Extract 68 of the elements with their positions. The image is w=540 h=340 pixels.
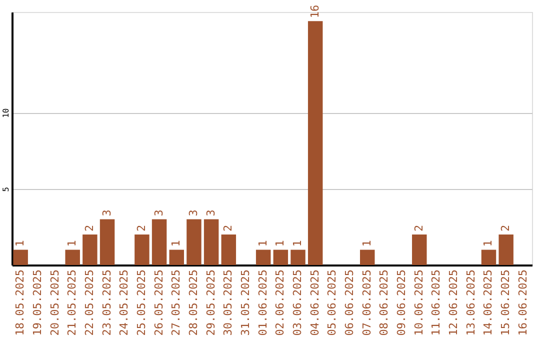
bar (152, 219, 167, 265)
bar (273, 250, 288, 265)
y-tick-label: 5 (2, 186, 10, 192)
data-label: 16 (308, 4, 322, 18)
x-tick-label: 12.06.2025 (447, 270, 460, 336)
x-tick-label: 31.05.2025 (238, 270, 252, 336)
bar (100, 219, 115, 265)
x-tick-label: 26.05.2025 (152, 270, 166, 336)
y-tick-label: 10 (2, 108, 10, 118)
data-label: 2 (222, 224, 235, 232)
bar (412, 234, 427, 265)
data-label: 1 (482, 240, 495, 247)
bar (360, 250, 375, 265)
x-tick-label: 04.06.2025 (308, 270, 322, 336)
data-label: 3 (100, 210, 114, 216)
bar (65, 250, 80, 265)
data-label: 1 (256, 240, 270, 247)
data-label: 3 (186, 210, 200, 216)
data-label: 2 (134, 224, 148, 232)
x-tick-label: 01.06.2025 (256, 270, 270, 336)
bar (134, 234, 150, 265)
data-label: 1 (170, 240, 183, 247)
data-label: 1 (291, 240, 304, 247)
data-label: 2 (499, 224, 512, 232)
data-label: 1 (274, 240, 287, 247)
x-tick-label: 16.06.2025 (516, 270, 530, 336)
x-tick-label: 19.05.2025 (30, 270, 44, 336)
x-tick-label: 20.05.2025 (48, 270, 62, 336)
bar (204, 219, 219, 265)
x-tick-label: 02.06.2025 (274, 270, 287, 336)
x-tick-label: 22.05.2025 (82, 270, 96, 336)
bar (256, 250, 271, 265)
x-tick-label: 09.06.2025 (395, 270, 408, 336)
x-tick-label: 11.06.2025 (430, 270, 443, 336)
x-tick-label: 07.06.2025 (360, 270, 374, 336)
x-tick-label: 30.05.2025 (222, 270, 235, 336)
bar (169, 250, 184, 265)
bar (290, 250, 306, 265)
bar (308, 21, 323, 265)
bar (13, 250, 28, 265)
x-tick-label: 25.05.2025 (134, 270, 148, 336)
bar (221, 234, 236, 265)
x-tick-label: 05.06.2025 (326, 270, 339, 336)
x-tick-label: 21.05.2025 (66, 270, 79, 336)
data-label: 2 (412, 224, 426, 232)
bar (481, 250, 496, 265)
data-label: 3 (152, 210, 166, 216)
data-label: 2 (82, 224, 96, 232)
x-tick-label: 08.06.2025 (378, 270, 391, 336)
bar (498, 234, 514, 265)
x-tick-label: 14.06.2025 (482, 270, 495, 336)
data-label: 1 (14, 240, 27, 247)
bar (82, 234, 98, 265)
data-label: 1 (360, 240, 374, 247)
x-tick-label: 28.05.2025 (186, 270, 200, 336)
x-tick-label: 15.06.2025 (499, 270, 512, 336)
x-tick-label: 10.06.2025 (412, 270, 426, 336)
x-tick-label: 06.06.2025 (343, 270, 356, 336)
x-tick-label: 27.05.2025 (170, 270, 183, 336)
x-tick-label: 24.05.2025 (118, 270, 131, 336)
x-tick-label: 13.06.2025 (464, 270, 478, 336)
x-tick-label: 18.05.2025 (14, 270, 27, 336)
x-tick-label: 29.05.2025 (204, 270, 218, 336)
bar (186, 219, 202, 265)
data-label: 3 (204, 210, 218, 216)
data-label: 1 (66, 240, 79, 247)
x-tick-label: 03.06.2025 (291, 270, 304, 336)
x-tick-label: 23.05.2025 (100, 270, 114, 336)
